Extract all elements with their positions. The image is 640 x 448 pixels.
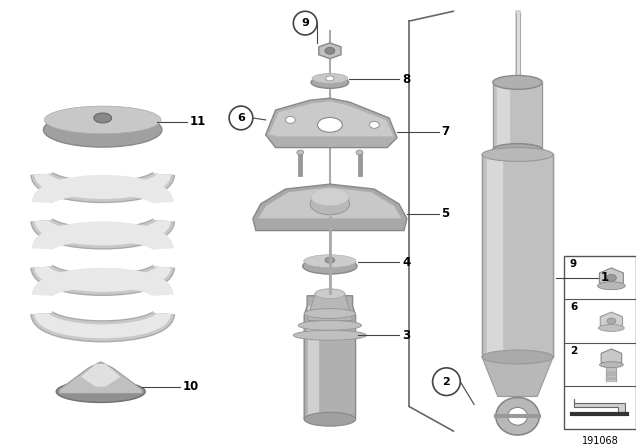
Ellipse shape xyxy=(311,77,349,88)
Polygon shape xyxy=(482,357,553,396)
Polygon shape xyxy=(601,349,621,366)
Ellipse shape xyxy=(325,257,335,263)
Ellipse shape xyxy=(293,330,367,340)
Ellipse shape xyxy=(508,407,527,425)
Ellipse shape xyxy=(285,116,295,123)
Text: 11: 11 xyxy=(189,116,206,129)
Text: 6: 6 xyxy=(237,113,245,123)
Ellipse shape xyxy=(482,147,553,161)
Polygon shape xyxy=(269,101,394,137)
Ellipse shape xyxy=(297,150,304,155)
Circle shape xyxy=(293,11,317,35)
Polygon shape xyxy=(81,364,120,387)
Text: 5: 5 xyxy=(442,207,450,220)
Text: 4: 4 xyxy=(402,256,410,269)
Ellipse shape xyxy=(369,121,380,128)
Ellipse shape xyxy=(315,289,345,299)
Polygon shape xyxy=(258,187,402,219)
Text: 2: 2 xyxy=(443,377,451,387)
Polygon shape xyxy=(266,98,397,147)
Text: 9: 9 xyxy=(301,18,309,28)
Ellipse shape xyxy=(304,412,356,426)
Ellipse shape xyxy=(94,113,111,123)
Ellipse shape xyxy=(356,150,363,155)
Ellipse shape xyxy=(600,362,623,368)
Ellipse shape xyxy=(44,106,161,134)
Polygon shape xyxy=(600,312,623,330)
Ellipse shape xyxy=(482,350,553,364)
Ellipse shape xyxy=(326,76,334,81)
Ellipse shape xyxy=(303,258,357,274)
Polygon shape xyxy=(319,43,341,59)
Ellipse shape xyxy=(304,255,356,267)
Ellipse shape xyxy=(607,318,616,324)
Ellipse shape xyxy=(598,282,625,290)
Ellipse shape xyxy=(310,193,349,215)
Text: 3: 3 xyxy=(402,329,410,342)
Ellipse shape xyxy=(312,73,348,83)
Ellipse shape xyxy=(44,112,162,147)
Polygon shape xyxy=(307,294,353,320)
Circle shape xyxy=(433,368,460,396)
Polygon shape xyxy=(253,184,407,231)
Ellipse shape xyxy=(607,274,616,281)
Circle shape xyxy=(229,106,253,130)
Ellipse shape xyxy=(496,397,540,435)
Polygon shape xyxy=(304,296,356,419)
Text: 1: 1 xyxy=(600,271,609,284)
Polygon shape xyxy=(574,399,625,412)
Ellipse shape xyxy=(304,309,356,319)
Polygon shape xyxy=(600,268,623,288)
Ellipse shape xyxy=(493,75,542,89)
Ellipse shape xyxy=(493,144,542,155)
Text: 8: 8 xyxy=(402,73,410,86)
Ellipse shape xyxy=(325,47,335,54)
Ellipse shape xyxy=(598,324,624,332)
Ellipse shape xyxy=(311,188,349,206)
Text: 6: 6 xyxy=(570,302,577,312)
Text: 191068: 191068 xyxy=(582,436,618,446)
Ellipse shape xyxy=(56,381,145,402)
Ellipse shape xyxy=(298,320,362,330)
Text: 10: 10 xyxy=(182,380,199,393)
Polygon shape xyxy=(60,362,142,393)
Text: 9: 9 xyxy=(570,259,577,269)
Ellipse shape xyxy=(317,117,342,132)
Text: 2: 2 xyxy=(570,345,577,356)
FancyBboxPatch shape xyxy=(564,256,636,429)
Text: 7: 7 xyxy=(442,125,450,138)
